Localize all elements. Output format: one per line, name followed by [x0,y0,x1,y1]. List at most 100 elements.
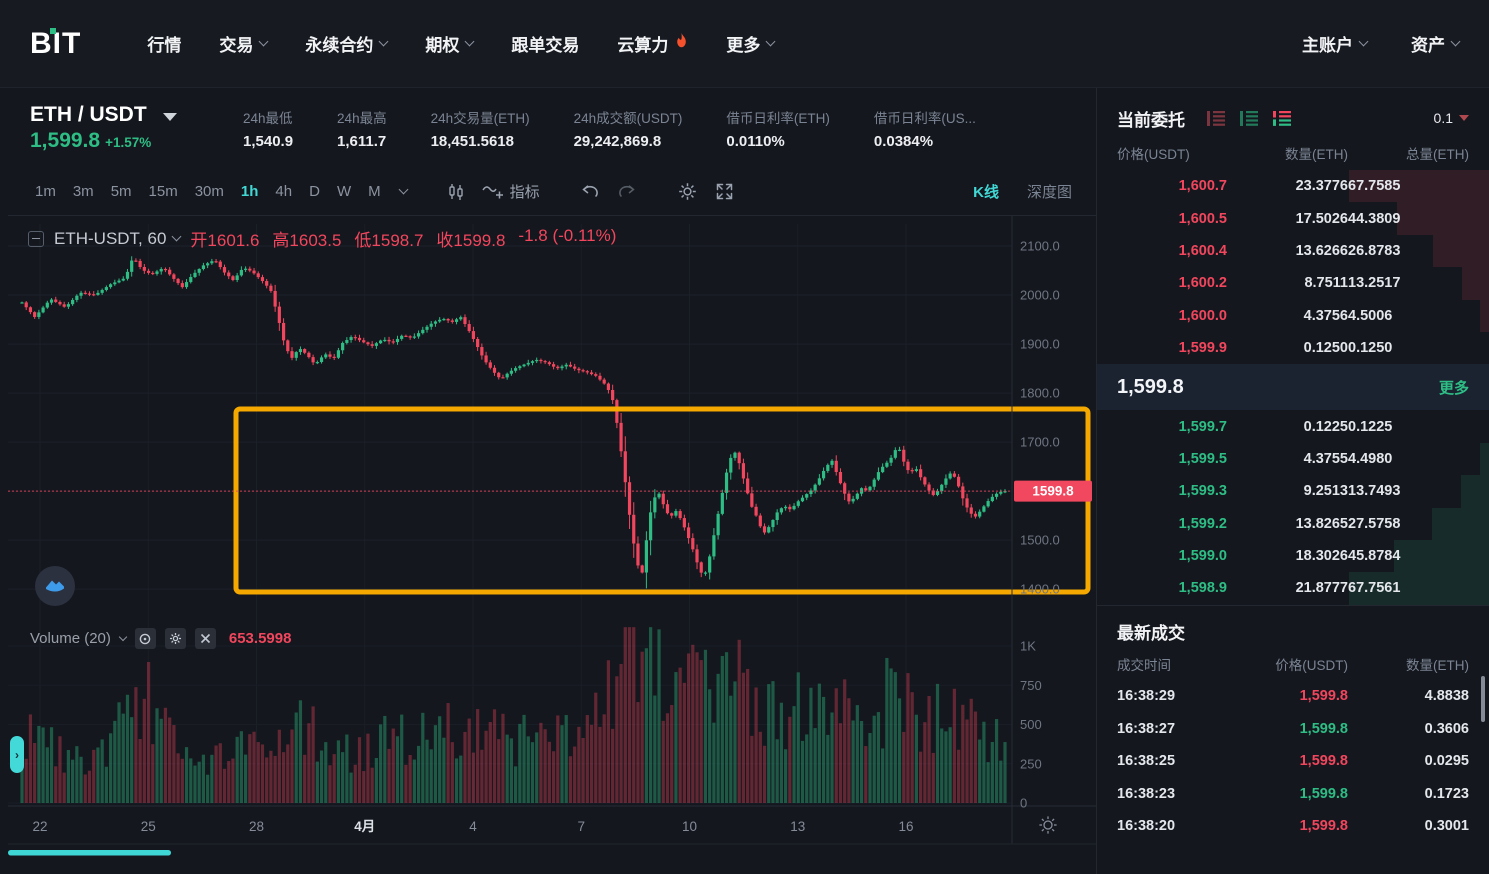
ticker-stats: 24h最低 1,540.9 24h最高 1,611.7 24h交易量(ETH) 18,45… [243,107,976,150]
orderbook-bid-row[interactable]: 1,598.9 21.8777 67.7561 [1097,572,1489,605]
volume-label[interactable]: Volume (20) [30,630,111,647]
nav-item-label: 跟单交易 [511,36,580,55]
order-total: 4.4980 [1348,450,1393,467]
orderbook-ask-row[interactable]: 1,600.0 4.3756 4.5006 [1097,299,1489,332]
nav-item-left-5[interactable]: 云算力 [617,31,688,56]
stat-label: 24h交易量(ETH) [430,110,530,126]
precision-value: 0.1 [1433,110,1453,126]
chevron-down-icon [258,36,269,47]
timeframe-3m[interactable]: 3m [72,183,94,200]
orderbook-ask-row[interactable]: 1,600.5 17.5026 44.3809 [1097,202,1489,235]
trade-qty: 4.8838 [1424,687,1469,704]
chart-style-button[interactable] [35,566,75,606]
orderbook-ask-row[interactable]: 1,600.7 23.3776 67.7585 [1097,170,1489,203]
nav-item-label: 更多 [726,36,761,55]
order-total: 45.8784 [1348,548,1401,565]
nav-item-left-0[interactable]: 行情 [147,31,181,56]
trades-scrollbar[interactable] [1481,676,1485,722]
timeframe-M[interactable]: M [368,183,381,200]
orderbook-view-both-icon[interactable] [1273,110,1291,126]
tab-kline[interactable]: K线 [973,184,999,201]
orderbook-view-bids-icon[interactable] [1240,110,1258,126]
chart-h-scrollbar[interactable] [8,850,171,856]
svg-text:1700.0: 1700.0 [1020,435,1060,450]
volume-settings-icon[interactable] [164,628,186,649]
nav-item-left-3[interactable]: 期权 [425,31,475,56]
order-price: 1,599.2 [1178,515,1227,532]
fullscreen-icon[interactable] [715,182,734,201]
order-price: 1,600.0 [1178,307,1227,324]
precision-selector[interactable]: 0.1 [1434,110,1469,126]
nav-item-left-6[interactable]: 更多 [726,31,776,56]
chevron-right-icon: › [15,747,19,762]
undo-icon[interactable] [580,184,600,199]
orderbook-more-link[interactable]: 更多 [1438,379,1469,397]
timeframe-1m[interactable]: 1m [35,183,56,200]
nav-item-left-2[interactable]: 永续合约 [305,31,389,56]
nav-item-label: 主账户 [1302,36,1353,55]
orderbook-bid-row[interactable]: 1,599.7 0.1225 0.1225 [1097,410,1489,443]
indicator-icon[interactable] [481,182,504,201]
depth-bar [1479,299,1489,332]
orderbook-ask-row[interactable]: 1,600.2 8.7511 13.2517 [1097,267,1489,300]
svg-text:1800.0: 1800.0 [1020,386,1060,401]
orderbook-bid-row[interactable]: 1,599.0 18.3026 45.8784 [1097,539,1489,573]
depth-bar [1349,170,1489,203]
expand-panel-button[interactable]: › [10,736,24,773]
order-total: 27.5758 [1348,515,1401,532]
timeframe-1h[interactable]: 1h [240,183,259,200]
timeframe-30m[interactable]: 30m [194,183,224,200]
order-qty: 18.3026 [1295,548,1348,565]
timeframe-W[interactable]: W [336,183,352,200]
tab-depth-chart[interactable]: 深度图 [1026,184,1072,201]
orderbook-ask-row[interactable]: 1,599.9 0.1250 0.1250 [1097,331,1489,365]
order-price: 1,599.3 [1178,483,1227,500]
pair-dropdown-icon[interactable] [162,112,177,121]
order-price: 1,598.9 [1178,580,1227,597]
column-header: 数量(ETH) [1406,657,1469,673]
nav-item-left-4[interactable]: 跟单交易 [511,31,579,56]
legend-symbol-text: ETH-USDT, 60 [54,228,167,248]
volume-visibility-icon[interactable] [134,628,156,649]
candlestick-chart[interactable]: 2100.02000.01900.01800.01700.01600.01500… [8,216,1096,874]
current-price-tag: 1599.8 [1014,480,1092,502]
chart-settings-icon[interactable] [677,181,698,202]
order-price: 1,600.7 [1178,178,1227,195]
brand-logo[interactable]: BIT [30,27,81,61]
depth-bar [1397,202,1489,235]
ticker-stat-5: 借币日利率(US... 0.0384% [874,107,976,150]
pair-name: ETH / USDT [30,103,147,126]
volume-value: 653.5998 [228,630,292,647]
orderbook-bid-row[interactable]: 1,599.2 13.8265 27.5758 [1097,507,1489,540]
trade-qty: 0.0295 [1424,753,1469,770]
legend-collapse-icon[interactable] [28,230,44,247]
svg-text:1500.0: 1500.0 [1020,533,1060,548]
candle-style-icon[interactable] [447,183,465,201]
timeframe-more-icon[interactable] [398,184,409,195]
volume-close-icon[interactable] [194,628,216,649]
depth-bar [1479,442,1489,476]
orderbook-bid-row[interactable]: 1,599.3 9.2513 13.7493 [1097,475,1489,508]
nav-item-right-1[interactable]: 资产 [1411,31,1461,56]
orderbook-header: 当前委托 0 [1097,88,1489,136]
trades-columns: 成交时间 价格(USDT) 数量(ETH) [1097,648,1489,680]
timeframe-D[interactable]: D [309,183,320,200]
pair-selector[interactable]: ETH / USDT 1,599.8 +1.57% [30,103,225,153]
timeframe-5m[interactable]: 5m [110,183,132,200]
nav-item-right-0[interactable]: 主账户 [1302,31,1369,56]
orderbook-bid-row[interactable]: 1,599.5 4.3755 4.4980 [1097,442,1489,476]
orderbook-ask-row[interactable]: 1,600.4 13.6266 26.8783 [1097,234,1489,268]
theme-sun-icon[interactable] [1039,816,1057,834]
redo-icon[interactable] [617,184,637,199]
timeframe-4h[interactable]: 4h [275,183,293,200]
indicator-label[interactable]: 指标 [509,184,540,201]
column-header: 价格(USDT) [1275,657,1348,673]
timeframe-15m[interactable]: 15m [148,183,178,200]
trade-qty: 0.3606 [1424,720,1469,737]
orderbook-view-asks-icon[interactable] [1207,110,1225,126]
nav-item-left-1[interactable]: 交易 [219,31,269,56]
trade-time: 16:38:23 [1117,785,1176,802]
timeframe-group: 1m 3m 5m 15m 30m 1h 4h D W M [35,183,381,200]
legend-symbol[interactable]: ETH-USDT, 60 [54,228,182,249]
precision-dropdown-icon [1459,115,1469,121]
